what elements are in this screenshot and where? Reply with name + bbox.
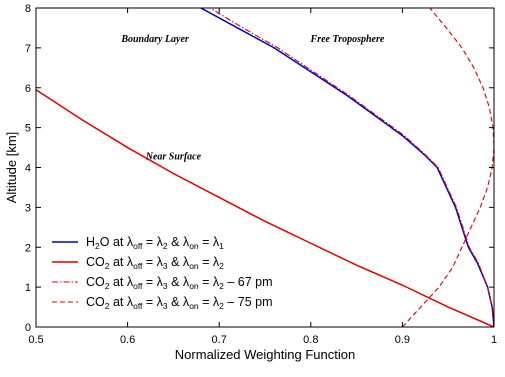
legend-text-part: on — [189, 281, 199, 291]
legend-entry: CO2 at λoff = λ3 & λon = λ2 – 67 pm — [86, 275, 273, 291]
series-line-2 — [36, 89, 494, 327]
legend-text-part: – 67 pm — [224, 275, 273, 289]
annotation-label: Free Troposphere — [310, 34, 385, 45]
legend-text-part: CO — [86, 295, 105, 309]
legend-text-part: 2 — [219, 281, 224, 291]
legend-text-part: on — [189, 261, 199, 271]
annotation-label: Boundary Layer — [120, 34, 189, 45]
legend-text-part: & λ — [168, 295, 190, 309]
legend-text-part: on — [189, 241, 199, 251]
legend-text-part: 2 — [163, 241, 168, 251]
annotation-layer: Boundary Layer Free Troposphere Near Surfa… — [120, 34, 385, 163]
legend-text-part: – 75 pm — [224, 295, 273, 309]
x-axis-label: Normalized Weighting Function — [175, 347, 355, 362]
legend-text-part: 1 — [219, 241, 224, 251]
legend-entry: H2O at λoff = λ2 & λon = λ1 — [86, 235, 224, 251]
y-tick-label: 4 — [25, 163, 31, 175]
legend-text-part: = λ — [199, 275, 220, 289]
legend-text-part: 3 — [163, 281, 168, 291]
legend-text-part: at λ — [109, 295, 133, 309]
legend-text-part: = λ — [142, 275, 163, 289]
x-tick-label: 1 — [491, 334, 497, 346]
ticks-layer: 0.5 0.6 0.7 0.8 0.9 1 0 1 2 3 4 5 6 7 8 — [25, 3, 497, 346]
legend-text-part: off — [133, 261, 143, 271]
legend-entry: CO2 at λoff = λ3 & λon = λ2 – 75 pm — [86, 295, 273, 311]
legend-text-part: 2 — [219, 301, 224, 311]
y-tick-label: 2 — [25, 242, 31, 254]
legend-text-part: & λ — [168, 255, 190, 269]
series-line-1 — [200, 8, 494, 327]
y-tick-label: 0 — [25, 322, 31, 334]
y-axis-label: Altitude [km] — [4, 132, 19, 204]
series-line-3 — [209, 8, 494, 327]
legend-entry: CO2 at λoff = λ3 & λon = λ2 — [86, 255, 224, 271]
legend-text-part: at λ — [109, 255, 133, 269]
x-tick-label: 0.5 — [28, 334, 43, 346]
legend-text-part: on — [189, 301, 199, 311]
legend-text-part: off — [133, 281, 143, 291]
legend-text-part: 2 — [105, 281, 110, 291]
legend-text-part: = λ — [199, 255, 220, 269]
x-tick-label: 0.9 — [395, 334, 410, 346]
x-tick-label: 0.6 — [120, 334, 135, 346]
legend-text-part: = λ — [199, 295, 220, 309]
legend-text-part: = λ — [142, 295, 163, 309]
legend-text-part: 2 — [105, 301, 110, 311]
legend-text-part: CO — [86, 275, 105, 289]
legend-text-part: O at λ — [100, 235, 134, 249]
series-line-4 — [401, 8, 494, 327]
legend-text-part: & λ — [168, 275, 190, 289]
legend-text-part: off — [133, 301, 143, 311]
legend-text-part: 2 — [95, 241, 100, 251]
legend-text-part: H — [86, 235, 95, 249]
y-tick-label: 6 — [25, 83, 31, 95]
legend-text-part: CO — [86, 255, 105, 269]
legend-text-part: = λ — [199, 235, 220, 249]
annotation-label: Near Surface — [145, 152, 202, 163]
y-tick-label: 8 — [25, 3, 31, 15]
legend-text-part: at λ — [109, 275, 133, 289]
y-tick-label: 7 — [25, 43, 31, 55]
x-tick-label: 0.8 — [303, 334, 318, 346]
legend-text-part: off — [133, 241, 143, 251]
legend-text-part: 2 — [219, 261, 224, 271]
legend-text-part: 2 — [105, 261, 110, 271]
legend-text-part: & λ — [168, 235, 190, 249]
y-tick-label: 5 — [25, 123, 31, 135]
y-tick-label: 3 — [25, 202, 31, 214]
legend-text-part: 3 — [163, 301, 168, 311]
legend-text-part: = λ — [142, 255, 163, 269]
legend-text-part: 3 — [163, 261, 168, 271]
y-tick-label: 1 — [25, 282, 31, 294]
x-tick-label: 0.7 — [212, 334, 227, 346]
legend-text-part: = λ — [142, 235, 163, 249]
